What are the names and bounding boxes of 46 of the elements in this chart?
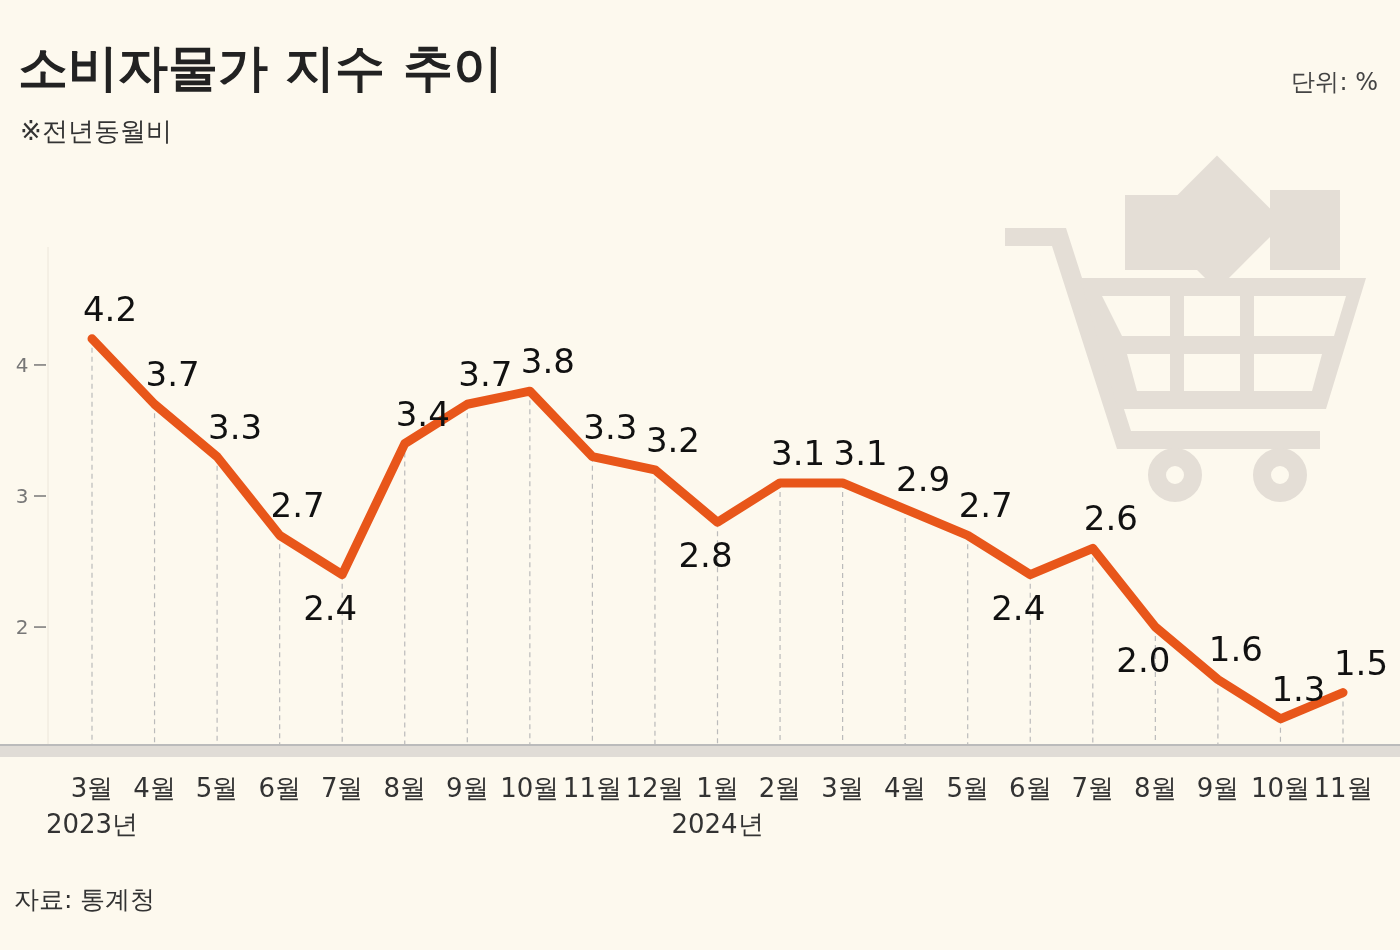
x-tick-label: 4월 <box>883 773 927 803</box>
data-label: 2.4 <box>991 587 1046 628</box>
data-label: 3.4 <box>395 393 450 434</box>
x-tick-label: 8월 <box>1134 773 1177 803</box>
y-tick-label: 3 <box>15 484 29 508</box>
x-tick-label: 9월 <box>446 773 489 803</box>
data-label: 1.3 <box>1271 668 1326 709</box>
x-tick-label: 6월 <box>1008 773 1052 803</box>
text: 단위: % <box>1291 68 1378 96</box>
x-tick-label: 12월 <box>625 773 685 803</box>
data-label: 4.2 <box>82 288 138 329</box>
data-label: 2.6 <box>1083 498 1138 539</box>
x-tick-label: 7월 <box>320 773 364 803</box>
y-tick-label: 2 <box>15 615 29 640</box>
x-tick-label: 3월 <box>821 773 864 803</box>
x-tick-label: 7월 <box>1071 773 1115 803</box>
x-tick-label: 2월 <box>758 773 802 803</box>
data-label: 2.8 <box>678 535 733 576</box>
data-label: 1.5 <box>1333 642 1389 683</box>
x-tick-label: 5월 <box>946 773 989 803</box>
data-label: 2.7 <box>958 485 1013 526</box>
data-label: 3.8 <box>520 341 575 382</box>
x-tick-label: 11월 <box>1313 773 1373 803</box>
y-tick-label: 4 <box>15 352 29 377</box>
chart-subtitle: ※전년동월비 <box>20 116 172 146</box>
data-label: 3.1 <box>771 432 826 473</box>
x-tick-label: 5월 <box>195 773 239 803</box>
x-tick-label: 10월 <box>1250 773 1310 803</box>
text: 자료: 통계청 <box>14 885 156 914</box>
data-label: 3.1 <box>833 432 888 473</box>
data-label: 2.9 <box>896 459 951 500</box>
data-label: 3.7 <box>458 354 513 395</box>
data-label: 3.2 <box>645 419 700 460</box>
x-tick-label: 10월 <box>500 773 560 803</box>
data-label: 3.3 <box>583 406 638 447</box>
chart-title: 소비자물가 지수 추이 <box>18 39 503 97</box>
data-label: 1.6 <box>1208 629 1263 670</box>
x-tick-label: 9월 <box>1196 773 1240 803</box>
data-label: 2.7 <box>270 485 325 526</box>
x-tick-label: 8월 <box>383 773 427 803</box>
data-label: 2.0 <box>1116 640 1171 681</box>
x-tick-label: 11월 <box>562 773 622 803</box>
data-label: 2.4 <box>303 587 358 628</box>
x-tick-label: 6월 <box>258 773 301 803</box>
data-label: 3.7 <box>145 354 200 395</box>
data-label: 3.3 <box>208 406 263 447</box>
